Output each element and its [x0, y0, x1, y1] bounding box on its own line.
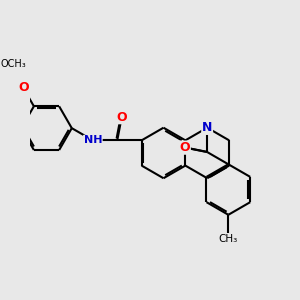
Text: O: O — [18, 81, 28, 94]
Text: OCH₃: OCH₃ — [1, 58, 26, 69]
Text: O: O — [180, 141, 190, 154]
Text: NH: NH — [84, 135, 102, 145]
Text: N: N — [202, 121, 212, 134]
Text: N: N — [202, 121, 212, 134]
Text: O: O — [116, 111, 127, 124]
Text: CH₃: CH₃ — [219, 234, 238, 244]
